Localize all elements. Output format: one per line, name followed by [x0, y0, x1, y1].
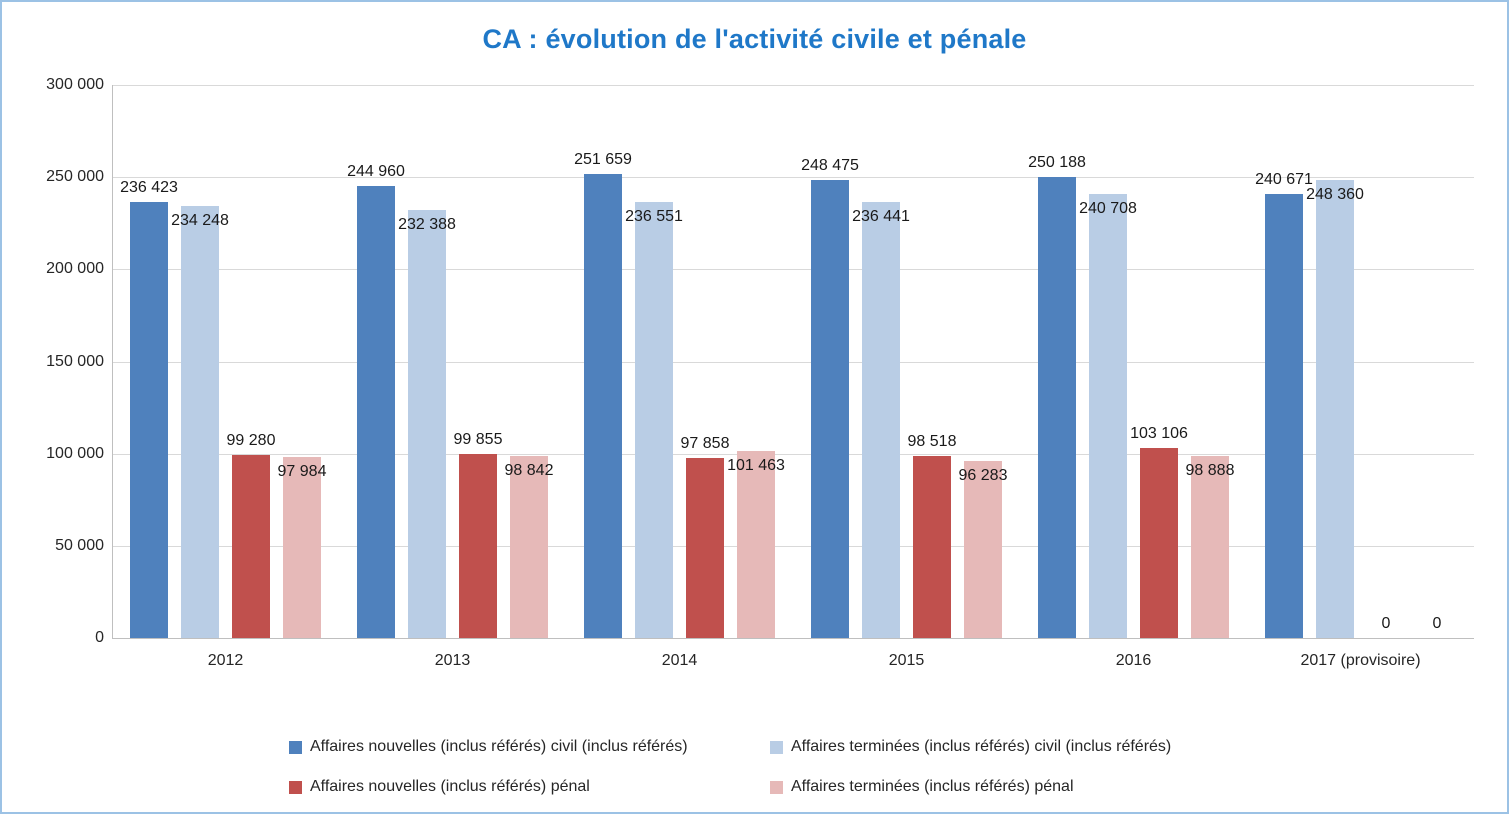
bar	[862, 202, 900, 638]
bar	[357, 186, 395, 638]
bar-value-label: 98 888	[1185, 461, 1235, 479]
bar	[510, 455, 548, 638]
legend-marker-icon	[770, 740, 783, 754]
bar-value-label: 251 659	[574, 151, 632, 169]
bar-value-label: 236 441	[852, 208, 910, 226]
bar-value-label: 248 360	[1306, 186, 1364, 204]
bar	[130, 202, 168, 638]
bar	[1265, 194, 1303, 638]
bar-value-label: 101 463	[727, 456, 785, 474]
bar	[181, 206, 219, 638]
bar	[686, 457, 724, 638]
bar-value-label: 103 106	[1130, 424, 1188, 442]
bar-value-label: 98 842	[504, 461, 554, 479]
y-axis-tick-label: 0	[95, 629, 104, 646]
y-axis-tick-label: 200 000	[46, 260, 104, 278]
bar	[1140, 447, 1178, 638]
legend-item-civil-terminees: Affaires terminées (inclus référés) civi…	[770, 738, 1171, 756]
bar-value-label: 0	[1432, 615, 1442, 632]
y-axis-tick-label: 250 000	[46, 168, 104, 186]
bar-value-label: 240 708	[1079, 200, 1137, 218]
bar-value-label: 232 388	[398, 215, 456, 233]
y-axis-tick-label: 300 000	[46, 76, 104, 93]
bar	[913, 456, 951, 638]
bar	[1316, 180, 1354, 638]
bar-value-label: 236 551	[625, 207, 683, 225]
y-axis-line	[112, 85, 113, 638]
gridline	[112, 177, 1474, 179]
bar-value-label: 97 984	[277, 463, 327, 481]
bar	[737, 450, 775, 638]
legend-label: Affaires nouvelles (inclus référés) péna…	[310, 778, 590, 795]
bar-value-label: 240 671	[1255, 171, 1313, 189]
bar	[635, 201, 673, 638]
gridline	[112, 85, 1474, 86]
bar	[1191, 455, 1229, 638]
bar	[811, 179, 849, 638]
bar	[408, 209, 446, 638]
x-axis-label: 2017 (provisoire)	[1300, 652, 1421, 669]
plot-area: 236 423 234 248 99 280 97 984 244 960 232 388…	[112, 85, 1474, 639]
bar-value-label: 234 248	[171, 212, 229, 230]
bar	[232, 454, 270, 638]
x-axis-line	[112, 638, 1474, 639]
y-axis-tick-label: 50 000	[55, 536, 104, 554]
bar-value-label: 244 960	[347, 163, 405, 181]
x-axis-label: 2012	[207, 652, 244, 669]
bar-value-label: 236 423	[120, 179, 178, 197]
x-axis-label: 2014	[661, 652, 698, 669]
chart-title: CA : évolution de l'activité civile et p…	[482, 24, 1027, 54]
legend-label: Affaires terminées (inclus référés) péna…	[791, 778, 1074, 795]
bar	[1089, 194, 1127, 638]
legend-item-penal-terminees: Affaires terminées (inclus référés) péna…	[770, 778, 1074, 796]
bar	[459, 453, 497, 638]
gridline	[112, 269, 1474, 271]
bar-value-label: 248 475	[801, 156, 859, 174]
gridline	[112, 545, 1474, 547]
bar-value-label: 250 188	[1028, 153, 1086, 171]
bar	[584, 174, 622, 638]
x-axis-label: 2013	[434, 652, 471, 669]
bar-value-label: 99 855	[453, 430, 503, 448]
bar-value-label: 96 283	[958, 466, 1008, 484]
legend-label: Affaires terminées (inclus référés) civi…	[791, 738, 1172, 755]
bar	[283, 457, 321, 638]
legend-item-penal-nouvelles: Affaires nouvelles (inclus référés) péna…	[289, 778, 590, 796]
bar-value-label: 97 858	[680, 434, 730, 452]
bar-value-label: 0	[1381, 615, 1391, 632]
bar-value-label: 99 280	[226, 431, 276, 449]
bar	[1038, 176, 1076, 638]
y-axis-tick-label: 100 000	[46, 444, 104, 462]
legend-item-civil-nouvelles: Affaires nouvelles (inclus référés) civi…	[289, 738, 688, 756]
legend-marker-icon	[289, 780, 302, 794]
x-axis-label: 2015	[888, 652, 925, 669]
bar	[964, 460, 1002, 638]
legend-marker-icon	[770, 780, 783, 794]
bar-value-label: 98 518	[907, 433, 957, 451]
legend-label: Affaires nouvelles (inclus référés) civi…	[310, 738, 688, 755]
x-axis-label: 2016	[1115, 652, 1152, 669]
gridline	[112, 453, 1474, 455]
gridline	[112, 361, 1474, 363]
legend-marker-icon	[289, 740, 302, 754]
y-axis-tick-label: 150 000	[46, 352, 104, 370]
